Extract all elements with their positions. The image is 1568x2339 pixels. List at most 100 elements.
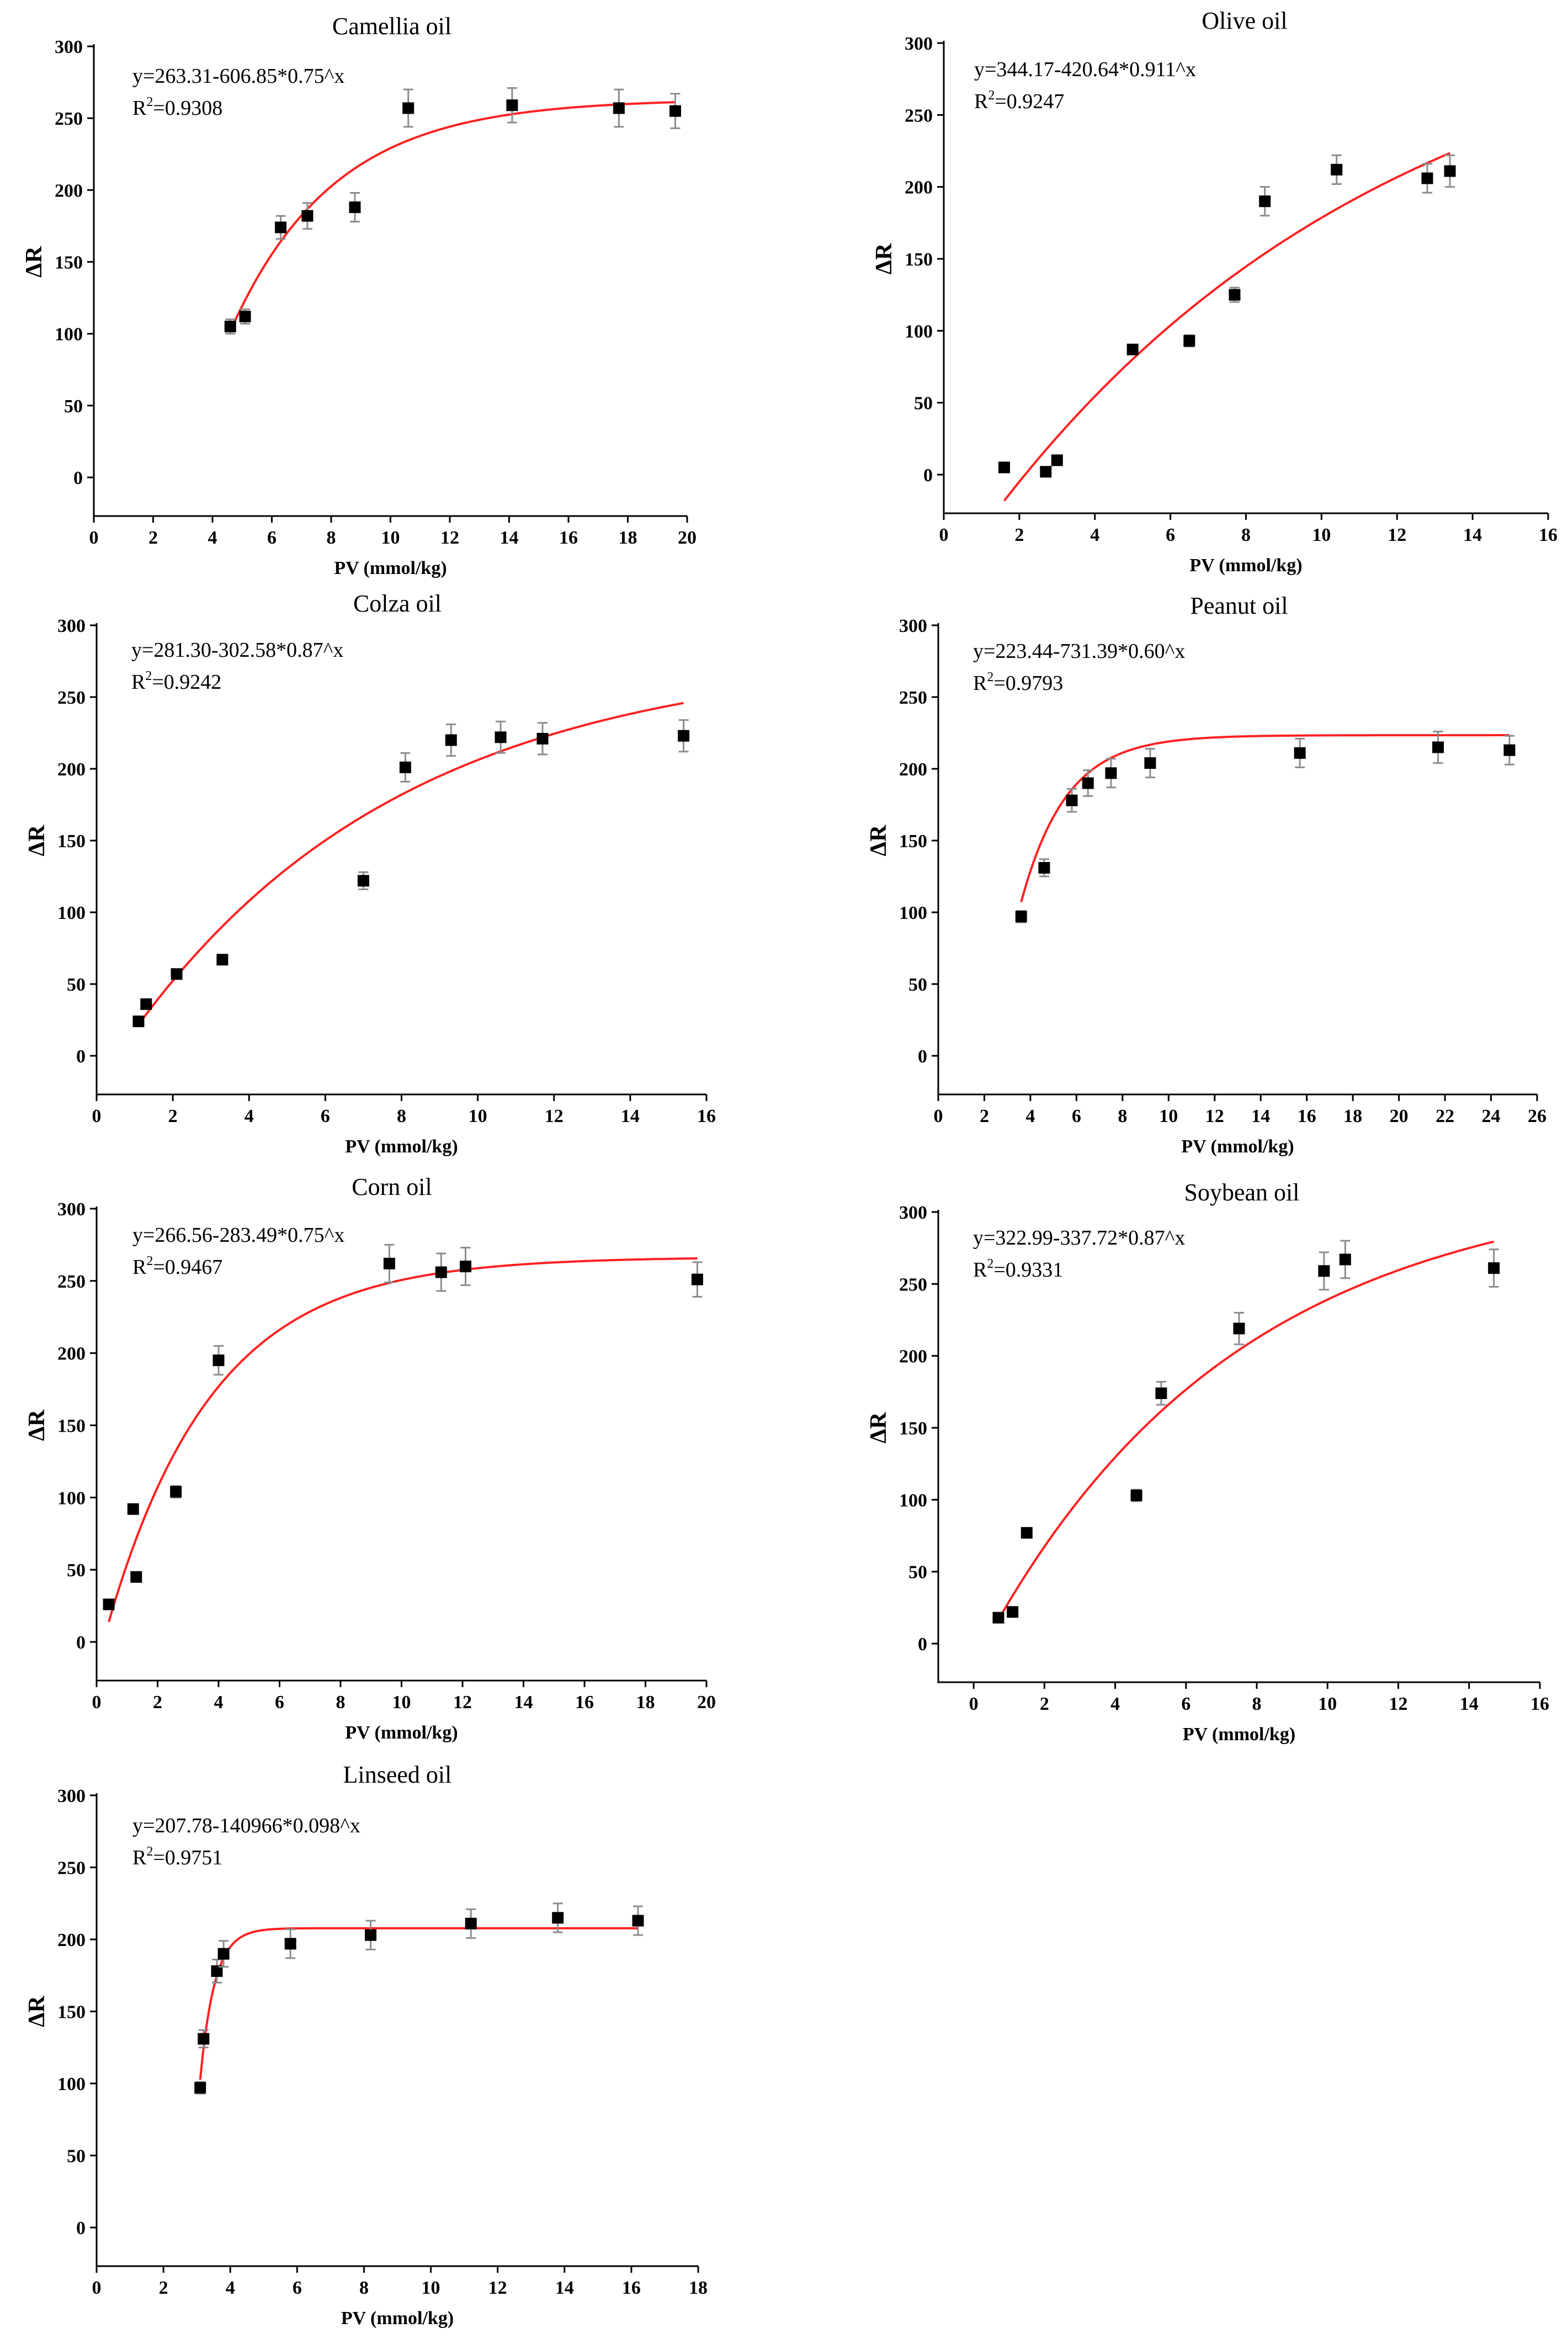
camellia-xtick-label: 14 <box>500 528 519 548</box>
soybean-ytick-label: 50 <box>908 1562 927 1583</box>
colza-data-point <box>399 761 411 773</box>
olive-data-point <box>1126 343 1139 355</box>
colza-data-point <box>132 1016 145 1028</box>
camellia-data-point <box>349 201 361 214</box>
linseed-data-point <box>365 1929 377 1941</box>
olive-data-point <box>1259 195 1271 208</box>
linseed-xtick-label: 8 <box>359 2278 369 2298</box>
olive-ytick-label: 200 <box>905 178 933 198</box>
colza-xtick-label: 12 <box>545 1106 564 1126</box>
corn-xtick-label: 2 <box>153 1692 162 1713</box>
corn-ytick-label: 250 <box>57 1272 86 1292</box>
colza-data-point <box>357 875 369 887</box>
peanut-equation: y=223.44-731.39*0.60^x <box>973 640 1185 663</box>
olive-ytick-label: 250 <box>905 105 933 126</box>
peanut-xtick-label: 2 <box>980 1106 989 1126</box>
colza-xtick-label: 2 <box>168 1106 178 1126</box>
colza-ytick-label: 150 <box>57 831 86 852</box>
soybean-data-point <box>1318 1265 1330 1277</box>
peanut-data-point <box>1038 862 1050 874</box>
linseed-xtick-label: 14 <box>555 2278 574 2298</box>
olive-data-point <box>1421 172 1433 184</box>
peanut-xlabel: PV (mmol/kg) <box>1181 1136 1294 1157</box>
peanut-title: Peanut oil <box>1190 592 1288 619</box>
peanut-data-point <box>1015 911 1027 923</box>
camellia-title: Camellia oil <box>332 13 451 40</box>
chart-soybean: Soybean oil 0 50 100 150 200 250 300 0 2 4 6 8 10 12 14… <box>866 1179 1549 1745</box>
camellia-data-point <box>275 221 287 233</box>
soybean-fit-curve <box>997 1240 1495 1620</box>
peanut-ytick-label: 100 <box>899 903 927 923</box>
corn-data-point <box>691 1273 703 1285</box>
camellia-xtick-label: 12 <box>440 528 459 548</box>
colza-data-point <box>678 730 690 742</box>
peanut-fit-curve <box>1020 734 1509 902</box>
olive-ylabel: ΔR <box>871 243 897 274</box>
linseed-r-squared: R2=0.9751 <box>132 1844 222 1869</box>
camellia-ytick-label: 100 <box>55 325 83 345</box>
soybean-data-point <box>1233 1322 1245 1335</box>
peanut-xtick-label: 26 <box>1528 1106 1546 1126</box>
peanut-ytick-label: 300 <box>899 616 927 636</box>
corn-ytick-label: 50 <box>67 1560 86 1581</box>
linseed-xtick-label: 0 <box>92 2278 102 2298</box>
camellia-ytick-label: 200 <box>55 180 83 201</box>
corn-xlabel: PV (mmol/kg) <box>345 1723 458 1743</box>
peanut-data-point <box>1144 757 1156 769</box>
chart-corn: Corn oil 0 50 100 150 200 250 300 0 2 4 6 8 10 12 14 16 1… <box>24 1173 716 1743</box>
colza-data-point <box>171 968 183 980</box>
olive-ytick-label: 50 <box>914 394 933 414</box>
soybean-data-point <box>1488 1262 1500 1274</box>
peanut-xtick-label: 12 <box>1205 1106 1224 1126</box>
colza-ytick-label: 300 <box>57 616 86 636</box>
corn-data-point <box>130 1571 142 1583</box>
linseed-fit-curve <box>199 1927 638 2080</box>
colza-ytick-label: 50 <box>67 975 86 995</box>
linseed-xtick-label: 10 <box>422 2278 440 2298</box>
olive-xlabel: PV (mmol/kg) <box>1189 555 1302 576</box>
colza-data-point <box>216 954 228 966</box>
soybean-ytick-label: 300 <box>899 1203 927 1223</box>
chart-olive: Olive oil 0 50 100 150 200 250 300 0 2 4 6 8 10 12 14 16… <box>871 7 1558 576</box>
corn-xtick-label: 16 <box>575 1692 594 1713</box>
linseed-ytick-label: 100 <box>57 2074 86 2095</box>
chart-camellia: Camellia oil 0 50 100 150 200 250 300 0 2 4 6 8 10 12 1… <box>22 13 697 578</box>
camellia-data-point <box>239 310 251 322</box>
olive-r-squared: R2=0.9247 <box>974 88 1064 113</box>
soybean-data-point <box>1155 1387 1167 1399</box>
soybean-r-squared: R2=0.9331 <box>973 1257 1063 1282</box>
peanut-xtick-label: 18 <box>1343 1106 1362 1126</box>
soybean-xtick-label: 0 <box>969 1694 979 1714</box>
corn-xtick-label: 20 <box>697 1692 716 1713</box>
linseed-title: Linseed oil <box>343 1761 452 1788</box>
olive-data-point <box>1051 454 1063 466</box>
soybean-data-point <box>1339 1253 1351 1266</box>
linseed-ytick-label: 50 <box>67 2146 86 2167</box>
soybean-data-point <box>992 1612 1004 1624</box>
camellia-xtick-label: 0 <box>89 528 99 548</box>
corn-ytick-label: 100 <box>57 1488 86 1508</box>
corn-r-squared: R2=0.9467 <box>132 1254 222 1279</box>
camellia-ylabel: ΔR <box>22 246 47 278</box>
corn-data-point <box>383 1257 395 1269</box>
linseed-ytick-label: 200 <box>57 1930 86 1950</box>
linseed-ytick-label: 0 <box>76 2218 86 2239</box>
peanut-xtick-label: 16 <box>1298 1106 1316 1126</box>
camellia-data-point <box>613 102 625 114</box>
peanut-xtick-label: 4 <box>1025 1106 1035 1126</box>
colza-ytick-label: 250 <box>57 688 86 708</box>
linseed-xtick-label: 16 <box>622 2278 641 2298</box>
olive-data-point <box>1444 165 1456 177</box>
olive-xtick-label: 6 <box>1166 525 1175 545</box>
corn-data-point <box>460 1261 472 1273</box>
soybean-xtick-label: 14 <box>1460 1694 1479 1714</box>
linseed-data-point <box>465 1917 477 1929</box>
corn-data-point <box>127 1503 139 1515</box>
colza-xtick-label: 10 <box>469 1106 487 1126</box>
peanut-xtick-label: 6 <box>1072 1106 1081 1126</box>
corn-title: Corn oil <box>352 1173 432 1200</box>
olive-xtick-label: 4 <box>1090 525 1099 545</box>
olive-xtick-label: 14 <box>1463 525 1482 545</box>
olive-xtick-label: 2 <box>1014 525 1024 545</box>
peanut-ytick-label: 200 <box>899 759 927 780</box>
